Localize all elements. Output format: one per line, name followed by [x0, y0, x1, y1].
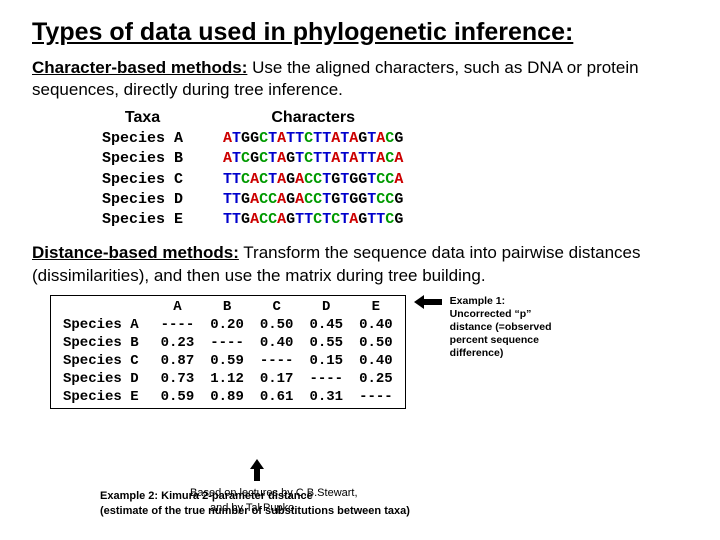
table-row: Species A----0.200.500.450.40 [55, 316, 401, 334]
taxa-row: Species B [102, 149, 183, 169]
matrix-row-header: Species A [55, 316, 153, 334]
taxa-row: Species D [102, 190, 183, 210]
chars-column: Characters ATGGCTATTCTTATAGTACGATCGCTAGT… [223, 109, 403, 230]
example2-overlay: Based on lectures by C.B.Stewart, Exampl… [100, 486, 600, 526]
matrix-cell: 0.50 [351, 334, 401, 352]
distance-matrix: ABCDE Species A----0.200.500.450.40Speci… [55, 298, 401, 406]
arrow-up-icon [250, 459, 264, 486]
matrix-cell: 0.40 [252, 334, 302, 352]
taxa-row: Species C [102, 170, 183, 190]
matrix-col-header: A [153, 298, 203, 316]
matrix-cell: 0.59 [202, 352, 252, 370]
distance-matrix-box: ABCDE Species A----0.200.500.450.40Speci… [50, 295, 406, 409]
table-row: Species E0.590.890.610.31---- [55, 388, 401, 406]
example2-line2: (estimate of the true number of substitu… [100, 504, 410, 518]
dist-methods-para: Distance-based methods: Transform the se… [32, 242, 688, 286]
matrix-col-header: B [202, 298, 252, 316]
char-methods-lead: Character-based methods: [32, 58, 247, 77]
matrix-wrap: ABCDE Species A----0.200.500.450.40Speci… [50, 295, 688, 409]
matrix-cell: 0.23 [153, 334, 203, 352]
sequence-row: TTCACTAGACCTGTGGTCCA [223, 170, 403, 190]
matrix-cell: 0.89 [202, 388, 252, 406]
taxa-row: Species E [102, 210, 183, 230]
sequence-row: ATCGCTAGTCTTATATTACA [223, 149, 403, 169]
matrix-cell: ---- [351, 388, 401, 406]
table-row: Species C0.870.59----0.150.40 [55, 352, 401, 370]
matrix-cell: 0.20 [202, 316, 252, 334]
dist-methods-lead: Distance-based methods: [32, 243, 239, 262]
matrix-corner [55, 298, 153, 316]
table-row: Species B0.23----0.400.550.50 [55, 334, 401, 352]
matrix-cell: 0.17 [252, 370, 302, 388]
matrix-cell: 0.59 [153, 388, 203, 406]
matrix-cell: 0.25 [351, 370, 401, 388]
chars-header: Characters [223, 109, 403, 127]
taxa-row: Species A [102, 129, 183, 149]
matrix-cell: 0.40 [351, 352, 401, 370]
matrix-cell: 0.45 [301, 316, 351, 334]
matrix-row-header: Species C [55, 352, 153, 370]
matrix-cell: 0.15 [301, 352, 351, 370]
matrix-row-header: Species D [55, 370, 153, 388]
matrix-col-header: C [252, 298, 302, 316]
arrow-left-icon [414, 295, 442, 309]
matrix-cell: 0.61 [252, 388, 302, 406]
matrix-cell: 0.55 [301, 334, 351, 352]
sequence-row: ATGGCTATTCTTATAGTACG [223, 129, 403, 149]
taxa-column: Taxa Species ASpecies BSpecies CSpecies … [102, 109, 183, 230]
matrix-cell: 0.50 [252, 316, 302, 334]
matrix-col-header: E [351, 298, 401, 316]
matrix-cell: 0.31 [301, 388, 351, 406]
sequence-block: Taxa Species ASpecies BSpecies CSpecies … [102, 109, 688, 230]
matrix-row-header: Species B [55, 334, 153, 352]
matrix-cell: ---- [202, 334, 252, 352]
matrix-row-header: Species E [55, 388, 153, 406]
char-methods-para: Character-based methods: Use the aligned… [32, 57, 688, 101]
matrix-cell: ---- [252, 352, 302, 370]
matrix-cell: ---- [301, 370, 351, 388]
example1-label: Example 1: Uncorrected “p” distance (=ob… [450, 295, 560, 361]
sequence-row: TTGACCAGTTCTCTAGTTCG [223, 210, 403, 230]
matrix-cell: 0.40 [351, 316, 401, 334]
slide-title: Types of data used in phylogenetic infer… [32, 18, 688, 47]
matrix-cell: 1.12 [202, 370, 252, 388]
matrix-cell: ---- [153, 316, 203, 334]
matrix-cell: 0.73 [153, 370, 203, 388]
sequence-row: TTGACCAGACCTGTGGTCCG [223, 190, 403, 210]
taxa-header: Taxa [102, 109, 183, 127]
matrix-cell: 0.87 [153, 352, 203, 370]
table-row: Species D0.731.120.17----0.25 [55, 370, 401, 388]
matrix-col-header: D [301, 298, 351, 316]
